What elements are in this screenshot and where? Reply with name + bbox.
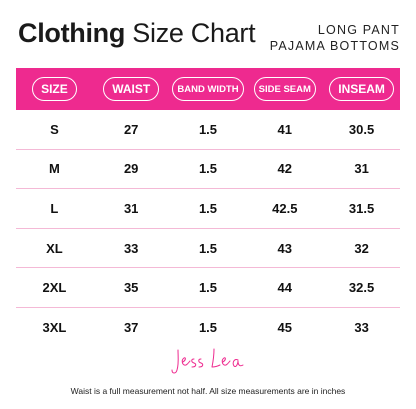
- header-cell-band-width: BAND WIDTH: [170, 77, 247, 101]
- side-seam-cell: 42: [277, 161, 293, 177]
- table-row: S 27 1.5 41 30.5: [16, 110, 400, 150]
- side-seam-cell: 42.5: [272, 200, 298, 216]
- inseam-cell: 31.5: [348, 200, 375, 216]
- size-table: SIZE WAIST BAND WIDTH SIDE SEAM INSEAM S…: [16, 68, 400, 348]
- product-subtitle: LONG PANT PAJAMA BOTTOMS: [270, 22, 400, 54]
- header-cell-inseam: INSEAM: [323, 77, 400, 101]
- waist-cell: 31: [123, 200, 139, 216]
- size-cell: XL: [46, 240, 63, 256]
- header-inseam-label: INSEAM: [329, 77, 394, 101]
- band-width-cell: 1.5: [198, 280, 218, 296]
- subtitle-line-1: LONG PANT: [317, 23, 400, 37]
- band-width-cell: 1.5: [198, 161, 218, 177]
- header-size-label: SIZE: [32, 77, 77, 101]
- waist-cell: 37: [123, 320, 139, 336]
- inseam-cell: 32.5: [348, 280, 375, 296]
- side-seam-cell: 43: [277, 240, 293, 256]
- inseam-cell: 30.5: [348, 121, 375, 137]
- waist-cell: 29: [123, 161, 139, 177]
- waist-cell: 27: [123, 121, 139, 137]
- header-cell-side-seam: SIDE SEAM: [246, 77, 323, 101]
- page-title: Clothing Size Chart: [18, 18, 256, 49]
- band-width-cell: 1.5: [198, 121, 218, 137]
- header-band-width-label: BAND WIDTH: [172, 77, 244, 101]
- table-header: SIZE WAIST BAND WIDTH SIDE SEAM INSEAM: [16, 68, 400, 110]
- header-cell-waist: WAIST: [93, 77, 170, 101]
- table-row: XL 33 1.5 43 32: [16, 229, 400, 269]
- table-row: M 29 1.5 42 31: [16, 150, 400, 190]
- size-cell: 3XL: [42, 320, 67, 336]
- signature-logo: [171, 348, 244, 374]
- band-width-cell: 1.5: [198, 200, 218, 216]
- side-seam-cell: 44: [277, 280, 293, 296]
- waist-cell: 33: [123, 240, 139, 256]
- band-width-cell: 1.5: [198, 320, 218, 336]
- table-row: 2XL 35 1.5 44 32.5: [16, 268, 400, 308]
- band-width-cell: 1.5: [198, 240, 218, 256]
- header-cell-size: SIZE: [16, 77, 93, 101]
- title-light: Size Chart: [132, 18, 256, 48]
- measurement-note: Waist is a full measurement not half. Al…: [70, 386, 346, 396]
- size-cell: M: [48, 161, 60, 177]
- header: Clothing Size Chart LONG PANT PAJAMA BOT…: [0, 0, 416, 68]
- header-waist-label: WAIST: [103, 77, 160, 101]
- subtitle-line-2: PAJAMA BOTTOMS: [269, 39, 400, 53]
- inseam-cell: 33: [354, 320, 369, 336]
- table-row: 3XL 37 1.5 45 33: [16, 308, 400, 348]
- header-side-seam-label: SIDE SEAM: [253, 77, 316, 101]
- side-seam-cell: 45: [277, 320, 293, 336]
- side-seam-cell: 41: [277, 121, 293, 137]
- size-cell: L: [50, 200, 59, 216]
- inseam-cell: 31: [354, 161, 369, 177]
- table-row: L 31 1.5 42.5 31.5: [16, 189, 400, 229]
- inseam-cell: 32: [354, 240, 369, 256]
- waist-cell: 35: [123, 280, 139, 296]
- size-cell: 2XL: [42, 280, 67, 296]
- title-bold: Clothing: [18, 18, 126, 48]
- size-cell: S: [50, 121, 59, 137]
